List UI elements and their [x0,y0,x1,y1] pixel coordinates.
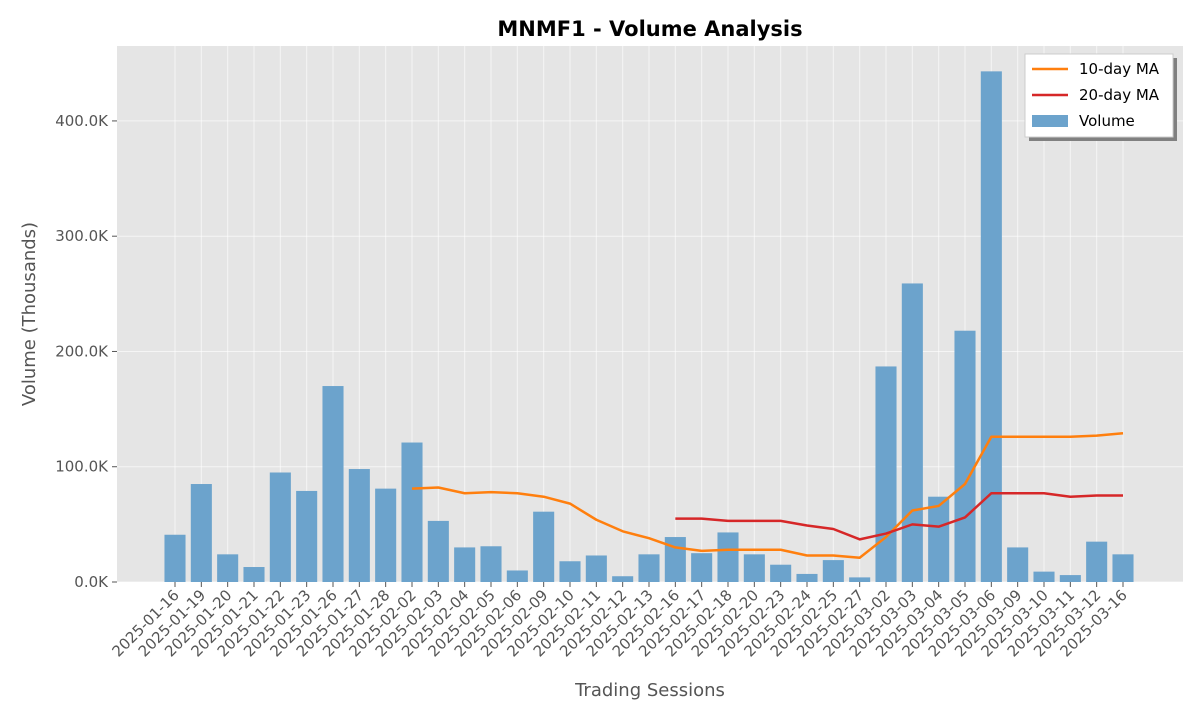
volume-bar [928,496,950,582]
legend: 10-day MA 20-day MA Volume [1024,53,1177,141]
volume-bar [612,576,634,582]
chart-title: MNMF1 - Volume Analysis [497,17,802,41]
10-day-ma-line [411,432,1124,560]
y-tick-label: 300.0K [55,227,109,245]
volume-bar [269,472,291,582]
legend-swatch-volume [1032,115,1068,127]
volume-bar [1086,541,1108,582]
x-axis: 2025-01-162025-01-192025-01-202025-01-21… [108,582,1131,660]
volume-bar [296,490,318,582]
x-axis-label: Trading Sessions [574,680,725,701]
volume-bar [480,546,502,582]
y-tick-label: 0.0K [74,573,109,591]
volume-bar [980,71,1002,583]
volume-bar [1007,547,1029,582]
y-axis: 0.0K 100.0K 200.0K 300.0K 400.0K [55,112,117,591]
volume-bar [849,577,871,582]
volume-bar [1033,571,1055,582]
volume-bar [796,573,818,582]
volume-bar [427,520,449,582]
legend-label-10-day-ma: 10-day MA [1079,60,1160,78]
y-tick-label: 400.0K [55,112,109,130]
volume-bar [770,564,792,582]
volume-bar [190,484,212,582]
volume-bar [533,511,555,582]
volume-bar [164,534,186,582]
volume-bar [1059,575,1081,582]
volume-bar [322,386,344,582]
volume-bar [217,554,239,582]
volume-bar [901,283,923,582]
volume-bar [743,554,765,582]
volume-bar [401,442,423,582]
volume-bar [1112,554,1134,582]
volume-bar [717,532,739,582]
moving-average-lines [411,432,1124,560]
volume-bar [506,570,528,582]
volume-bars [164,71,1134,583]
legend-label-20-day-ma: 20-day MA [1079,86,1160,104]
volume-bar [454,547,476,582]
volume-bar [875,366,897,582]
volume-bar [638,554,660,582]
volume-bar [954,330,976,582]
volume-bar [585,555,607,582]
volume-bar [822,560,844,582]
20-day-ma-line [675,491,1123,541]
volume-bar [243,567,265,582]
y-tick-label: 100.0K [55,458,109,476]
legend-label-volume: Volume [1079,112,1135,130]
volume-bar [348,469,370,582]
volume-bar [691,553,713,582]
y-axis-label: Volume (Thousands) [19,222,40,406]
volume-bar [559,561,581,582]
y-tick-label: 200.0K [55,342,109,360]
volume-bar [375,488,397,582]
